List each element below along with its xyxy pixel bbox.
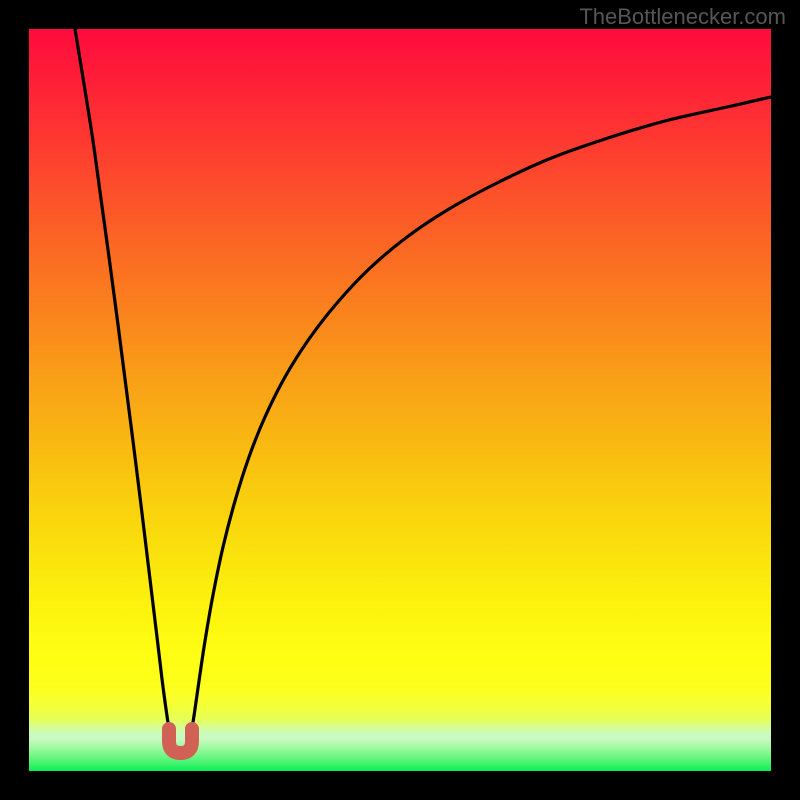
u-notch-marker bbox=[169, 729, 192, 753]
curve-layer bbox=[29, 29, 771, 771]
plot-area bbox=[29, 29, 771, 771]
watermark-text: TheBottlenecker.com bbox=[579, 4, 786, 30]
chart-container: TheBottlenecker.com bbox=[0, 0, 800, 800]
curve-left-branch bbox=[75, 29, 169, 729]
curve-right-branch bbox=[192, 97, 771, 729]
